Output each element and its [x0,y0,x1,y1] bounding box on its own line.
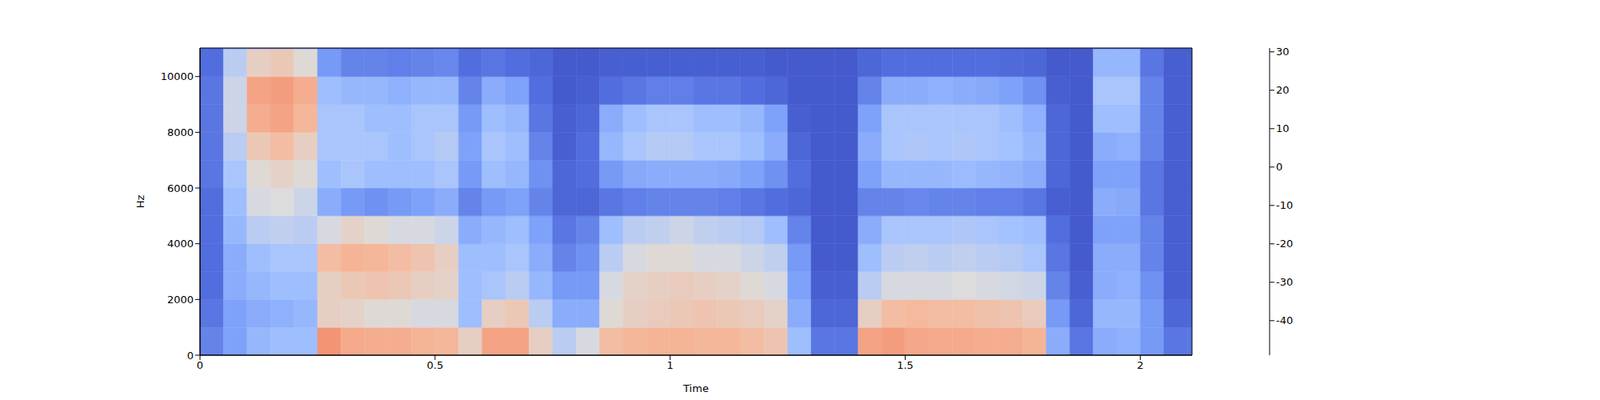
svg-text:6000: 6000 [167,182,194,195]
svg-text:-40: -40 [1276,314,1293,327]
svg-text:2000: 2000 [167,293,194,306]
svg-text:-20: -20 [1276,237,1293,250]
svg-text:1: 1 [667,359,674,372]
svg-text:-30: -30 [1276,276,1293,288]
svg-text:20: 20 [1276,84,1290,96]
svg-text:4000: 4000 [167,237,194,250]
svg-text:10: 10 [1276,122,1290,135]
svg-text:1.5: 1.5 [896,359,914,372]
svg-text:Hz: Hz [134,195,147,209]
svg-text:0: 0 [1276,160,1283,173]
svg-text:Time: Time [682,382,709,395]
svg-text:10000: 10000 [160,70,194,83]
svg-text:-10: -10 [1276,199,1293,212]
svg-text:0: 0 [187,349,194,362]
svg-text:2: 2 [1136,359,1144,372]
svg-text:8000: 8000 [167,126,194,139]
svg-text:30: 30 [1276,45,1290,58]
svg-text:0.5: 0.5 [426,359,444,372]
svg-text:0: 0 [196,359,204,372]
